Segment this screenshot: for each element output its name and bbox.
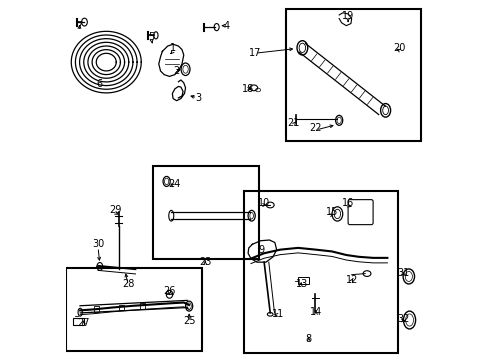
- Bar: [73, 318, 83, 325]
- Text: 7: 7: [76, 21, 82, 31]
- Text: 25: 25: [183, 316, 195, 326]
- Bar: [153, 166, 258, 258]
- Text: 32: 32: [396, 314, 409, 324]
- Text: 11: 11: [272, 309, 284, 319]
- Bar: [94, 306, 99, 312]
- Text: 15: 15: [325, 207, 338, 217]
- Bar: [119, 305, 123, 310]
- Text: 9: 9: [258, 245, 264, 255]
- Bar: [66, 267, 201, 351]
- Text: 29: 29: [109, 205, 122, 215]
- Bar: [285, 9, 421, 141]
- Bar: [298, 277, 308, 284]
- Text: 30: 30: [92, 239, 104, 249]
- Text: 12: 12: [345, 275, 357, 285]
- Text: 20: 20: [393, 43, 405, 53]
- Text: 23: 23: [199, 257, 211, 267]
- Text: 28: 28: [122, 279, 134, 289]
- Text: 5: 5: [148, 32, 154, 42]
- Text: 16: 16: [341, 198, 353, 208]
- Text: 22: 22: [309, 123, 322, 133]
- Bar: [140, 303, 145, 309]
- Text: 19: 19: [341, 11, 353, 21]
- Text: 24: 24: [168, 179, 181, 189]
- Text: 8: 8: [305, 334, 311, 344]
- Text: 1: 1: [170, 43, 176, 53]
- Text: 31: 31: [397, 268, 409, 278]
- Text: 26: 26: [163, 286, 175, 296]
- Text: 21: 21: [287, 118, 299, 128]
- Bar: [244, 191, 397, 353]
- Text: 13: 13: [295, 279, 307, 289]
- Text: 17: 17: [248, 48, 261, 58]
- Text: 6: 6: [97, 78, 102, 89]
- Text: 4: 4: [223, 21, 229, 31]
- Text: 2: 2: [173, 66, 180, 76]
- Text: 18: 18: [242, 84, 254, 94]
- Text: 10: 10: [258, 198, 270, 208]
- Text: 14: 14: [309, 307, 322, 317]
- Text: 27: 27: [77, 318, 90, 328]
- Text: 3: 3: [195, 93, 201, 103]
